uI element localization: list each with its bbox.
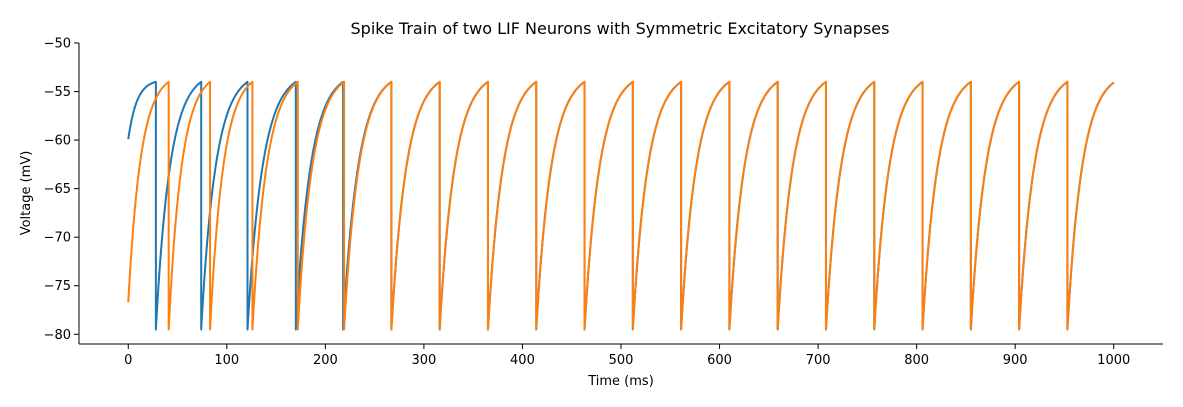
x-tick-label: 200: [313, 353, 338, 368]
x-tick-label: 800: [904, 353, 929, 368]
y-axis-label: Voltage (mV): [19, 151, 34, 236]
x-tick-label: 600: [707, 353, 732, 368]
series-line-2: [127, 80, 1115, 331]
y-ticks: −80 −75 −70 −65 −60 −55 −50: [44, 37, 79, 343]
x-axis-label: Time (ms): [587, 374, 654, 389]
x-tick-label: 900: [1003, 353, 1028, 368]
x-ticks: 0 100 200 300 400 500 600 700 800 900 1000: [124, 344, 1130, 368]
chart-title: Spike Train of two LIF Neurons with Symm…: [351, 19, 890, 38]
x-tick-label: 0: [124, 353, 132, 368]
series-layer: [127, 80, 1115, 331]
y-tick-label: −70: [44, 231, 71, 246]
y-tick-label: −60: [44, 134, 71, 149]
y-tick-label: −65: [44, 182, 71, 197]
x-tick-label: 300: [411, 353, 436, 368]
x-tick-label: 700: [806, 353, 831, 368]
y-tick-label: −50: [44, 37, 71, 52]
y-tick-label: −55: [44, 85, 71, 100]
x-tick-label: 500: [609, 353, 634, 368]
x-tick-label: 1000: [1097, 353, 1130, 368]
y-tick-label: −80: [44, 328, 71, 343]
x-tick-label: 400: [510, 353, 535, 368]
x-tick-label: 100: [214, 353, 239, 368]
y-tick-label: −75: [44, 279, 71, 294]
